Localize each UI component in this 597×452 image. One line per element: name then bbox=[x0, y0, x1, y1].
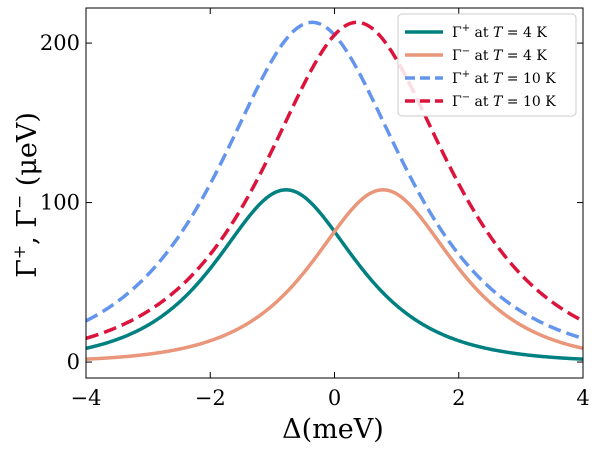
y-label-minus: − bbox=[10, 195, 30, 209]
series-line-1 bbox=[86, 188, 583, 361]
legend-entry: Γ− at T = 4 K bbox=[452, 46, 547, 64]
legend-box bbox=[397, 13, 577, 117]
x-axis-label: Δ(meV) bbox=[282, 414, 384, 445]
y-label-gamma-minus: Γ bbox=[12, 209, 43, 228]
y-tick-label: 0 bbox=[67, 350, 80, 374]
x-tick-label: 4 bbox=[576, 386, 589, 410]
y-tick-label: 100 bbox=[40, 191, 80, 215]
legend-entry: Γ+ at T = 4 K bbox=[452, 23, 547, 41]
x-tick-label: 0 bbox=[328, 386, 341, 410]
y-tick-label: 200 bbox=[40, 31, 80, 55]
y-label-sep: , bbox=[12, 228, 43, 245]
y-axis-label: Γ+, Γ− (μeV) bbox=[10, 112, 43, 278]
x-tick-label: −2 bbox=[195, 386, 226, 410]
y-label-unit: (μeV) bbox=[12, 112, 43, 195]
y-label-gamma-plus: Γ bbox=[12, 259, 43, 278]
y-label-plus: + bbox=[10, 245, 30, 259]
series-line-2 bbox=[86, 188, 583, 361]
legend: Γ+ at T = 4 K Γ− at T = 4 K Γ+ at T = 10 K… bbox=[397, 13, 577, 117]
series-line-4 bbox=[86, 20, 583, 341]
x-tick-label: 2 bbox=[452, 386, 465, 410]
x-tick-label: −4 bbox=[71, 386, 102, 410]
legend-entry: Γ− at T = 10 K bbox=[452, 92, 556, 110]
legend-entry: Γ+ at T = 10 K bbox=[452, 69, 556, 87]
series-curves bbox=[86, 20, 583, 361]
axis-ticks: −4 −2 0 2 4 0 100 200 bbox=[40, 8, 590, 410]
